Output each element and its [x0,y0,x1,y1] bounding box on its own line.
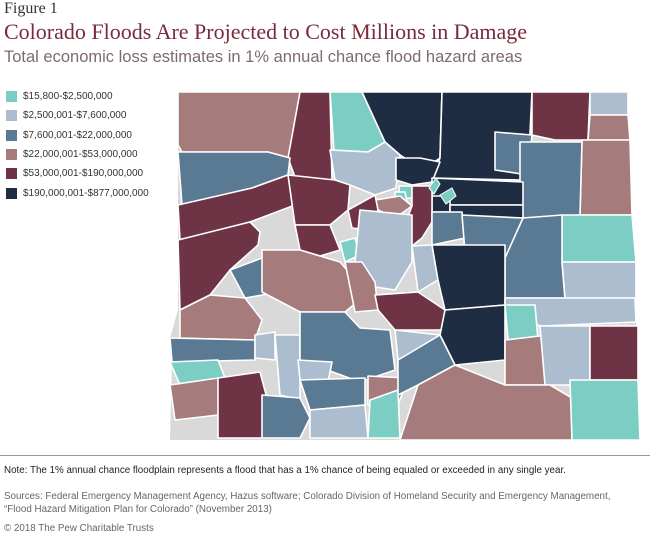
county-las-animas [399,364,573,441]
legend-label: $7,600,001-$22,000,000 [23,129,132,141]
county-pitkin [294,224,341,257]
county-conejos [309,404,369,439]
legend-item: $53,000,001-$190,000,000 [6,164,149,183]
legend-label: $2,500,001-$7,600,000 [23,110,127,122]
legend-label: $22,000,001-$53,000,000 [23,149,138,161]
legend-swatch [6,168,17,180]
county-ouray [254,331,276,361]
legend-swatch [6,129,17,141]
legend-item: $190,000,001-$877,000,000 [6,183,149,202]
county-bent [539,325,591,386]
county-phillips [587,114,631,141]
county-prowers [589,325,639,381]
divider [0,455,650,456]
county-logan [531,91,591,141]
urban-area-accent [428,177,441,195]
sources-line: “Flood Hazard Mitigation Plan for Colora… [4,504,272,515]
legend-swatch [6,149,17,161]
county-pueblo [439,304,506,366]
legend-item: $2,500,001-$7,600,000 [6,106,149,125]
legend-item: $22,000,001-$53,000,000 [6,145,149,164]
legend-swatch [6,187,17,199]
legend-label: $15,800-$2,500,000 [23,91,113,103]
county-crowley [504,304,539,341]
county-el-paso [431,244,506,311]
legend-swatch [6,110,17,122]
legend-item: $7,600,001-$22,000,000 [6,126,149,145]
chart-title: Colorado Floods Are Projected to Cost Mi… [4,19,528,44]
footnote: Note: The 1% annual chance floodplain re… [4,465,566,476]
county-archuleta [261,394,311,439]
county-sedgwick [589,91,629,116]
county-la-plata [217,371,269,439]
legend-label: $190,000,001-$877,000,000 [23,187,149,199]
county-san-miguel [169,337,256,363]
sources: Sources: Federal Emergency Management Ag… [4,490,610,516]
legend-item: $15,800-$2,500,000 [6,87,149,106]
legend-label: $53,000,001-$190,000,000 [23,168,144,180]
sources-line: Sources: Federal Emergency Management Ag… [4,491,611,502]
county-washington [519,141,583,219]
copyright: © 2018 The Pew Charitable Trusts [4,523,154,534]
county-yuma [579,139,633,216]
colorado-county-map [169,91,641,441]
figure-label: Figure 1 [4,0,58,17]
county-kit-carson [561,214,637,263]
county-baca [569,379,641,441]
chart-subtitle: Total economic loss estimates in 1% annu… [4,48,523,66]
county-cheyenne [561,261,637,299]
urban-area-accent [439,187,457,205]
legend: $15,800-$2,500,000 $2,500,001-$7,600,000… [6,87,149,203]
legend-swatch [6,91,17,103]
